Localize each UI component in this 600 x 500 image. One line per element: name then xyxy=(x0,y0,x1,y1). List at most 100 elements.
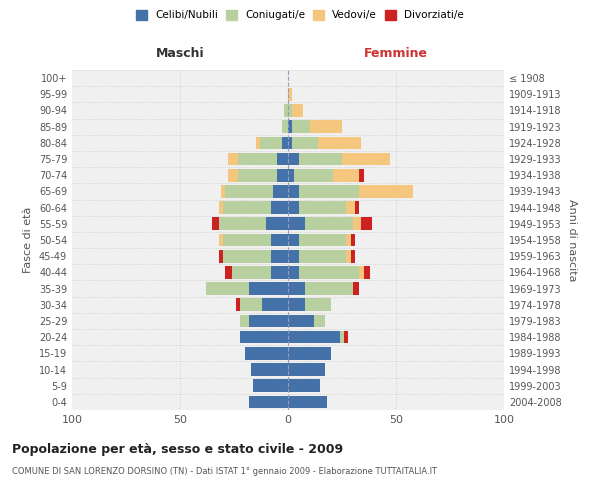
Bar xyxy=(262,298,288,311)
Bar xyxy=(288,380,320,392)
Bar xyxy=(288,136,292,149)
Bar xyxy=(219,218,266,230)
Bar xyxy=(226,266,232,278)
Bar xyxy=(238,152,277,166)
Bar xyxy=(227,152,238,166)
Bar xyxy=(292,104,303,117)
Bar xyxy=(232,266,271,278)
Bar xyxy=(249,396,288,408)
Bar xyxy=(288,104,292,117)
Bar xyxy=(260,136,281,149)
Bar xyxy=(359,266,364,278)
Bar xyxy=(342,152,389,166)
Bar xyxy=(271,202,288,214)
Bar xyxy=(266,218,288,230)
Bar xyxy=(288,202,299,214)
Text: Popolazione per età, sesso e stato civile - 2009: Popolazione per età, sesso e stato civil… xyxy=(12,442,343,456)
Bar xyxy=(256,136,260,149)
Bar xyxy=(295,169,334,181)
Bar xyxy=(340,331,344,344)
Bar xyxy=(299,152,342,166)
Bar xyxy=(219,250,223,262)
Bar xyxy=(227,169,238,181)
Bar xyxy=(355,202,359,214)
Bar xyxy=(292,120,310,133)
Bar xyxy=(288,218,305,230)
Bar xyxy=(292,136,318,149)
Bar xyxy=(288,234,299,246)
Bar xyxy=(236,298,241,311)
Bar xyxy=(305,218,353,230)
Bar xyxy=(305,298,331,311)
Bar xyxy=(288,314,314,328)
Bar xyxy=(221,185,226,198)
Text: Femmine: Femmine xyxy=(364,48,428,60)
Bar xyxy=(288,282,305,295)
Bar xyxy=(277,169,288,181)
Bar xyxy=(223,250,271,262)
Bar xyxy=(334,169,359,181)
Bar xyxy=(241,314,249,328)
Bar xyxy=(310,120,342,133)
Bar xyxy=(253,380,288,392)
Text: COMUNE DI SAN LORENZO DORSINO (TN) - Dati ISTAT 1° gennaio 2009 - Elaborazione T: COMUNE DI SAN LORENZO DORSINO (TN) - Dat… xyxy=(12,468,437,476)
Bar xyxy=(281,136,288,149)
Bar xyxy=(288,331,340,344)
Bar xyxy=(249,282,288,295)
Bar xyxy=(271,234,288,246)
Bar xyxy=(241,298,262,311)
Bar xyxy=(299,266,359,278)
Bar xyxy=(346,250,350,262)
Bar xyxy=(288,298,305,311)
Bar xyxy=(223,234,271,246)
Bar xyxy=(288,185,299,198)
Legend: Celibi/Nubili, Coniugati/e, Vedovi/e, Divorziati/e: Celibi/Nubili, Coniugati/e, Vedovi/e, Di… xyxy=(136,10,464,20)
Bar xyxy=(251,363,288,376)
Bar xyxy=(241,331,288,344)
Bar xyxy=(271,266,288,278)
Bar xyxy=(226,185,273,198)
Bar xyxy=(318,136,361,149)
Bar xyxy=(212,218,219,230)
Bar xyxy=(206,282,249,295)
Bar xyxy=(344,331,349,344)
Bar xyxy=(219,202,223,214)
Bar xyxy=(299,250,346,262)
Bar xyxy=(288,250,299,262)
Bar xyxy=(271,250,288,262)
Bar xyxy=(273,185,288,198)
Bar xyxy=(288,120,292,133)
Bar xyxy=(350,234,355,246)
Bar xyxy=(361,218,372,230)
Bar xyxy=(350,250,355,262)
Bar xyxy=(314,314,325,328)
Bar xyxy=(249,314,288,328)
Bar xyxy=(288,152,299,166)
Bar xyxy=(288,396,327,408)
Bar xyxy=(346,234,350,246)
Text: Maschi: Maschi xyxy=(155,48,205,60)
Bar xyxy=(364,266,370,278)
Bar xyxy=(288,266,299,278)
Bar xyxy=(305,282,353,295)
Bar xyxy=(359,185,413,198)
Bar xyxy=(245,347,288,360)
Bar xyxy=(299,234,346,246)
Bar xyxy=(238,169,277,181)
Bar xyxy=(284,104,288,117)
Bar xyxy=(288,347,331,360)
Bar xyxy=(288,169,295,181)
Bar xyxy=(359,169,364,181)
Bar xyxy=(288,363,325,376)
Bar xyxy=(346,202,355,214)
Y-axis label: Fasce di età: Fasce di età xyxy=(23,207,33,273)
Bar xyxy=(353,282,359,295)
Bar xyxy=(353,218,361,230)
Bar xyxy=(277,152,288,166)
Bar xyxy=(299,185,359,198)
Bar xyxy=(288,88,292,101)
Bar xyxy=(299,202,346,214)
Bar xyxy=(219,234,223,246)
Bar xyxy=(281,120,288,133)
Y-axis label: Anni di nascita: Anni di nascita xyxy=(567,198,577,281)
